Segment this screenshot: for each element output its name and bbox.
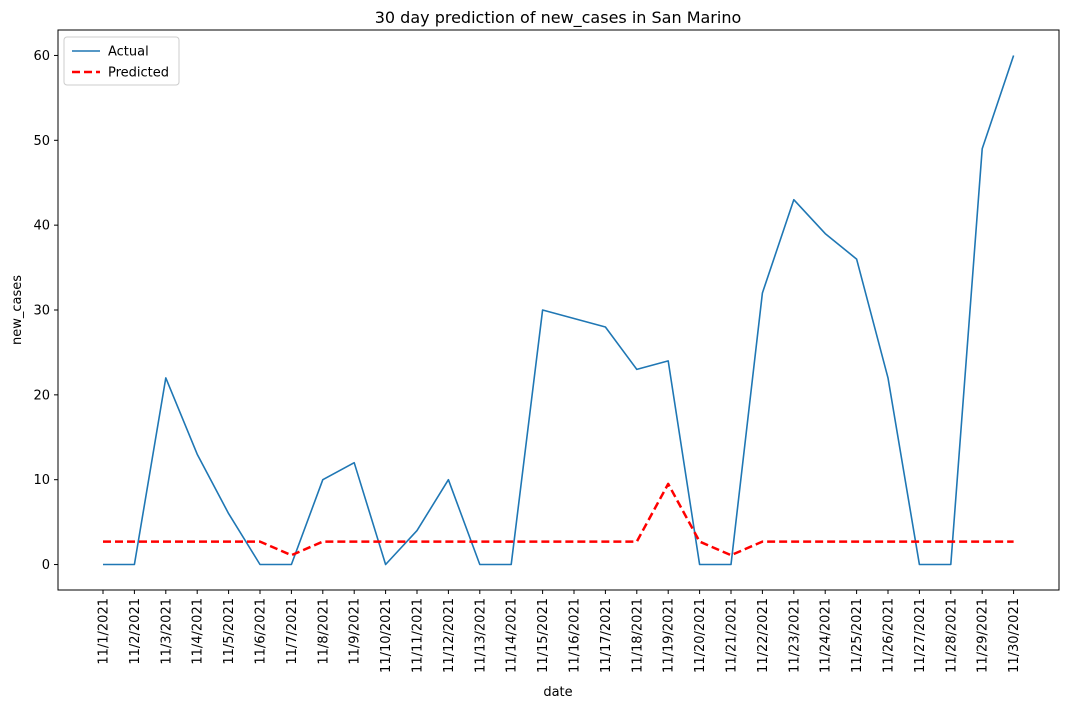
- x-tick-label: 11/14/2021: [505, 598, 520, 673]
- x-tick-label: 11/30/2021: [1007, 598, 1022, 673]
- x-tick-label: 11/29/2021: [976, 598, 991, 673]
- x-tick-label: 11/1/2021: [97, 598, 112, 665]
- x-tick-label: 11/2/2021: [128, 598, 143, 665]
- x-tick-label: 11/18/2021: [630, 598, 645, 673]
- x-tick-label: 11/4/2021: [191, 598, 206, 665]
- x-tick-label: 11/3/2021: [159, 598, 174, 665]
- y-tick-label: 40: [33, 219, 50, 234]
- y-tick-label: 30: [33, 304, 50, 319]
- x-tick-label: 11/21/2021: [725, 598, 740, 673]
- x-tick-label: 11/17/2021: [599, 598, 614, 673]
- chart-title: 30 day prediction of new_cases in San Ma…: [375, 8, 742, 28]
- series-line-actual: [103, 55, 1015, 566]
- y-tick-label: 10: [33, 473, 50, 488]
- x-tick-label: 11/11/2021: [411, 598, 426, 673]
- x-tick-label: 11/8/2021: [316, 598, 331, 665]
- x-tick-label: 11/24/2021: [819, 598, 834, 673]
- y-tick-label: 50: [33, 134, 50, 149]
- x-tick-label: 11/25/2021: [850, 598, 865, 673]
- x-tick-label: 11/16/2021: [568, 598, 583, 673]
- legend-label-predicted: Predicted: [108, 66, 169, 81]
- x-tick-label: 11/15/2021: [536, 598, 551, 673]
- plot-area: [103, 55, 1015, 566]
- x-tick-label: 11/26/2021: [882, 598, 897, 673]
- y-tick-label: 0: [42, 558, 50, 573]
- x-tick-label: 11/7/2021: [285, 598, 300, 665]
- y-tick-label: 60: [33, 49, 50, 64]
- legend: Actual Predicted: [63, 36, 180, 86]
- x-tick-label: 11/13/2021: [473, 598, 488, 673]
- legend-box: [63, 36, 180, 86]
- y-tick-label: 20: [33, 388, 50, 403]
- axis-ticks: 0 10 20 30 40 50 60 11/1/2021 11/2/2021 11/3/2021…: [33, 49, 1022, 673]
- x-tick-label: 11/19/2021: [662, 598, 677, 673]
- x-axis-label: date: [543, 685, 572, 700]
- x-tick-label: 11/20/2021: [693, 598, 708, 673]
- x-tick-label: 11/9/2021: [348, 598, 363, 665]
- x-tick-label: 11/5/2021: [222, 598, 237, 665]
- x-tick-label: 11/10/2021: [379, 598, 394, 673]
- legend-label-actual: Actual: [108, 45, 149, 60]
- x-tick-label: 11/12/2021: [442, 598, 457, 673]
- x-tick-label: 11/6/2021: [254, 598, 269, 665]
- x-tick-label: 11/28/2021: [944, 598, 959, 673]
- x-tick-label: 11/23/2021: [787, 598, 802, 673]
- x-tick-label: 11/22/2021: [756, 598, 771, 673]
- x-tick-label: 11/27/2021: [913, 598, 928, 673]
- series-line-predicted: [103, 482, 1014, 557]
- y-axis-label: new_cases: [10, 275, 25, 345]
